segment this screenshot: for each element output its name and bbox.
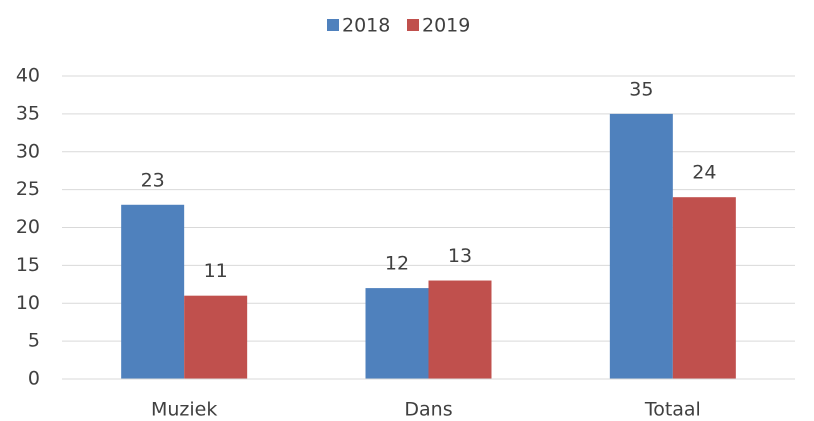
bar	[428, 280, 492, 379]
legend-swatch	[327, 19, 339, 31]
bar	[609, 113, 673, 379]
x-tick-label: Dans	[404, 399, 452, 421]
data-label: 12	[385, 253, 409, 275]
data-label: 24	[692, 162, 716, 184]
data-label: 11	[204, 260, 228, 282]
y-tick-label: 0	[28, 368, 40, 390]
bar	[672, 197, 736, 379]
bar	[365, 288, 429, 379]
data-label: 23	[141, 169, 165, 191]
legend-swatch	[407, 19, 419, 31]
data-label: 35	[629, 78, 653, 100]
y-tick-label: 5	[28, 330, 40, 352]
legend-label: 2019	[422, 15, 470, 37]
y-tick-label: 35	[16, 102, 40, 124]
y-tick-label: 25	[16, 178, 40, 200]
y-tick-label: 20	[16, 216, 40, 238]
y-tick-label: 15	[16, 254, 40, 276]
bar	[121, 204, 185, 379]
y-tick-label: 10	[16, 292, 40, 314]
x-tick-label: Totaal	[644, 399, 701, 421]
data-label: 13	[448, 245, 472, 267]
x-tick-label: Muziek	[151, 399, 217, 421]
legend-label: 2018	[342, 15, 390, 37]
y-tick-label: 40	[16, 65, 40, 87]
y-tick-label: 30	[16, 140, 40, 162]
bar	[184, 295, 248, 379]
